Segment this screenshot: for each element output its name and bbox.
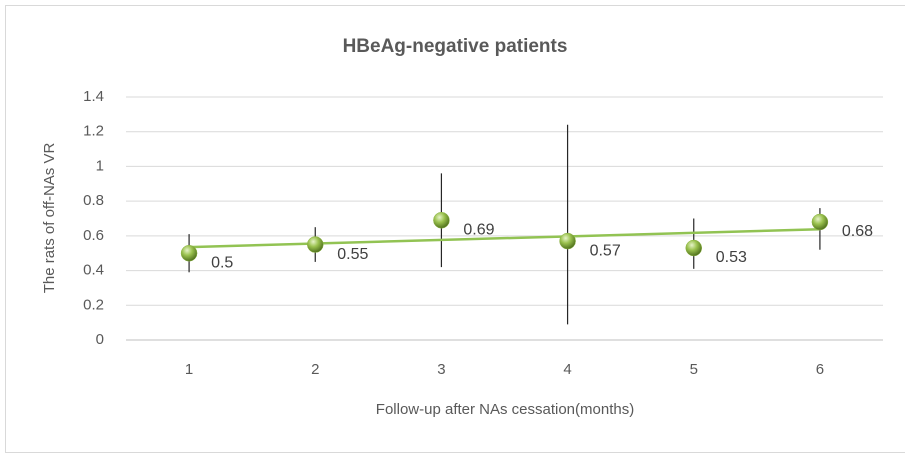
data-point — [307, 236, 324, 253]
y-tick-label: 1 — [96, 157, 104, 174]
y-tick-label: 0.2 — [83, 296, 104, 313]
x-tick-label: 2 — [311, 361, 319, 378]
data-point — [685, 239, 702, 257]
data-label: 0.69 — [463, 221, 494, 238]
y-tick-label: 0.8 — [83, 192, 104, 209]
y-tick-label: 0 — [96, 331, 104, 348]
chart-border — [5, 5, 905, 453]
y-tick-label: 1.2 — [83, 123, 104, 140]
x-axis-title: Follow-up after NAs cessation(months) — [376, 401, 634, 418]
data-label: 0.53 — [716, 249, 747, 266]
trendline — [189, 227, 820, 249]
x-tick-label: 5 — [690, 361, 698, 378]
data-point — [433, 211, 450, 229]
data-label: 0.68 — [842, 223, 873, 240]
data-point — [180, 244, 198, 262]
data-label: 0.57 — [590, 242, 621, 259]
x-tick-label: 1 — [185, 361, 193, 378]
y-axis-title: The rats of off-NAs VR — [41, 143, 58, 294]
y-tick-label: 0.4 — [83, 262, 104, 279]
x-tick-label: 6 — [816, 361, 824, 378]
data-label: 0.5 — [211, 254, 233, 271]
data-label: 0.55 — [337, 246, 368, 263]
chart-title: HBeAg-negative patients — [343, 36, 568, 57]
y-tick-label: 1.4 — [83, 88, 104, 105]
data-point — [559, 232, 576, 250]
x-tick-label: 4 — [563, 361, 571, 378]
y-tick-label: 0.6 — [83, 227, 104, 244]
data-point — [811, 213, 829, 231]
x-tick-label: 3 — [437, 361, 445, 378]
